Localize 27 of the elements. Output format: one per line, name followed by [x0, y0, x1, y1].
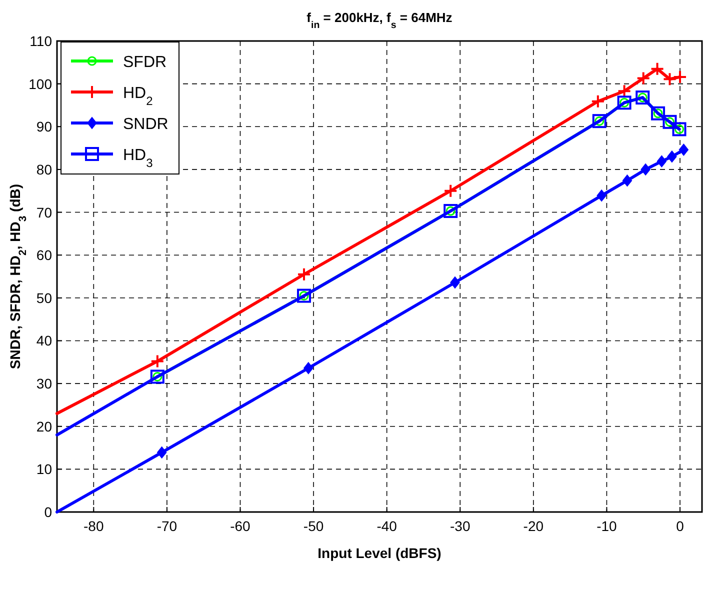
y-tick-label: 20 — [36, 418, 52, 434]
y-tick-label: 100 — [28, 76, 52, 92]
legend-label: HD$_{2}$ — [123, 85, 154, 108]
y-tick-label: 10 — [36, 461, 52, 478]
y-tick-label: 30 — [36, 376, 52, 392]
x-tick-label: -20 — [523, 518, 544, 534]
y-tick-label: 70 — [36, 204, 52, 220]
x-tick-label: -40 — [376, 518, 398, 534]
legend-label: HD$_{3}$ — [123, 147, 154, 170]
x-tick-label: -80 — [84, 518, 104, 534]
y-tick-label: 0 — [44, 504, 52, 520]
x-tick-label: -50 — [303, 518, 324, 534]
x-axis-title: Input Level (dBFS) — [318, 545, 442, 561]
x-tick-label: -10 — [596, 518, 618, 534]
y-tick-label: 110 — [30, 33, 52, 49]
x-tick-label: -70 — [156, 518, 178, 534]
y-tick-label: 90 — [36, 118, 52, 135]
x-tick-label: 0 — [676, 518, 684, 534]
legend-label: SFDR — [123, 54, 167, 71]
x-tick-label: -60 — [230, 518, 251, 534]
y-tick-label: 60 — [36, 247, 52, 264]
y-tick-label: 80 — [36, 161, 52, 178]
x-tick-label: -30 — [450, 518, 470, 534]
legend-label: SNDR — [123, 116, 168, 133]
y-tick-label: 50 — [36, 290, 52, 306]
y-tick-label: 40 — [36, 332, 52, 349]
chart-title: f$_{in}$ = 200kHz, f$_{s}$ = 64MHz — [306, 10, 453, 30]
